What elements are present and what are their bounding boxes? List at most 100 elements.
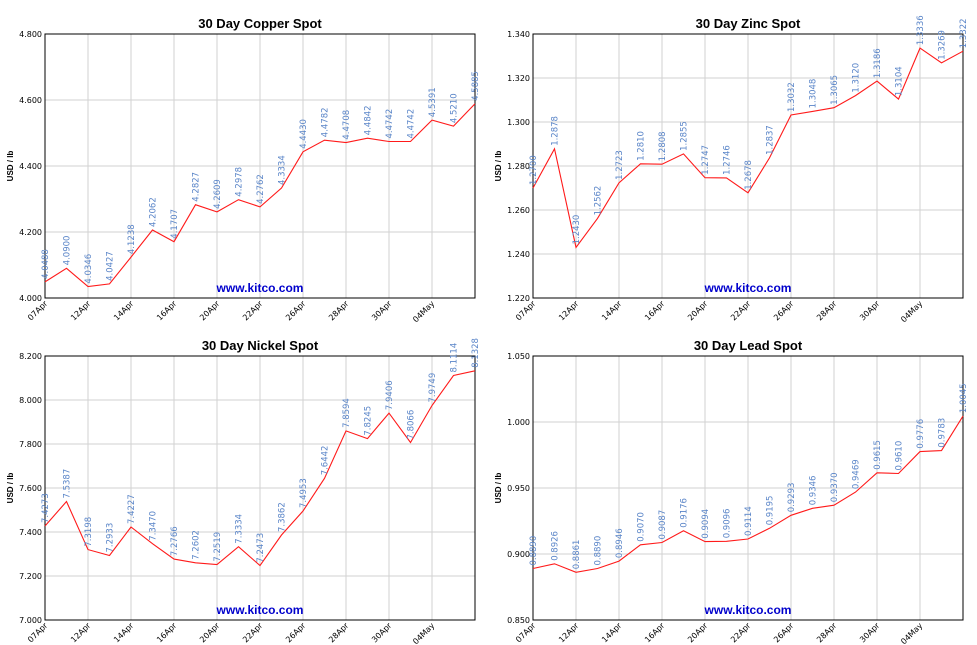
kitco-watermark: www.kitco.com — [704, 281, 792, 295]
lead-chart-panel: 30 Day Lead Spot USD / lb 0.850 0.900 0.950 1… — [488, 322, 976, 644]
x-tick-label: 26Apr — [284, 299, 308, 322]
data-label: 7.6442 — [321, 446, 331, 476]
x-tick-label: 22Apr — [241, 621, 265, 644]
data-label: 4.2762 — [256, 174, 266, 204]
y-tick-label: 7.600 — [19, 484, 42, 493]
x-tick-label: 28Apr — [327, 299, 351, 322]
data-label: 0.9195 — [766, 496, 776, 526]
x-tick-label: 20Apr — [198, 299, 222, 322]
data-label: 7.2473 — [256, 533, 266, 563]
y-tick-label: 0.900 — [507, 550, 530, 559]
data-label: 1.2678 — [744, 160, 754, 190]
x-tick-label: 20Apr — [198, 621, 222, 644]
y-tick-label: 7.000 — [19, 616, 42, 625]
data-label: 1.2746 — [723, 145, 733, 175]
y-tick-label: 1.050 — [507, 352, 530, 361]
y-tick-label: 0.950 — [507, 484, 530, 493]
x-tick-label: 22Apr — [729, 299, 753, 322]
data-label: 1.3048 — [809, 79, 819, 109]
copper-chart: 30 Day Copper Spot USD / lb 4.000 4.200 4.40… — [6, 16, 481, 322]
data-label: 4.5391 — [428, 87, 438, 117]
data-label: 4.0900 — [63, 236, 73, 266]
data-label: 7.2519 — [213, 532, 223, 562]
data-label: 1.2810 — [637, 131, 647, 161]
data-label: 0.9346 — [809, 476, 819, 506]
data-label: 8.1114 — [450, 343, 460, 373]
x-tick-label: 14Apr — [600, 621, 624, 644]
x-tick-label: 04May — [411, 299, 436, 322]
data-label: 4.4782 — [321, 107, 331, 137]
data-label: 4.1238 — [127, 224, 137, 254]
y-tick-label: 4.200 — [19, 228, 42, 237]
y-tick-label: 1.280 — [507, 162, 530, 171]
x-tick-label: 30Apr — [858, 621, 882, 644]
data-label: 7.3470 — [149, 511, 159, 541]
x-tick-label: 26Apr — [284, 621, 308, 644]
y-tick-label: 1.340 — [507, 30, 530, 39]
data-label: 7.3334 — [235, 514, 245, 544]
x-tick-label: 04May — [899, 299, 924, 322]
x-tick-label: 28Apr — [815, 621, 839, 644]
price-series-line — [532, 47, 964, 249]
x-tick-label: 16Apr — [643, 299, 667, 322]
data-label: 4.4708 — [342, 110, 352, 140]
data-label: 7.9749 — [428, 373, 438, 403]
data-label: 0.8890 — [594, 536, 604, 566]
y-tick-label: 0.850 — [507, 616, 530, 625]
data-label: 1.3322 — [959, 18, 969, 48]
data-label: 4.4742 — [407, 109, 417, 139]
x-tick-label: 12Apr — [69, 621, 93, 644]
data-label: 4.4430 — [299, 119, 309, 149]
y-tick-label: 1.220 — [507, 294, 530, 303]
data-label: 4.0346 — [84, 254, 94, 284]
y-tick-label: 7.400 — [19, 528, 42, 537]
data-label: 1.2747 — [701, 145, 711, 175]
y-tick-label: 1.000 — [507, 418, 530, 427]
data-label: 1.0045 — [959, 383, 969, 413]
data-label: 7.2602 — [192, 530, 202, 560]
data-label: 0.9070 — [637, 512, 647, 542]
data-label: 0.9615 — [873, 440, 883, 470]
data-label: 7.8245 — [364, 406, 374, 436]
y-axis-label: USD / lb — [494, 473, 503, 504]
x-tick-label: 04May — [899, 621, 924, 644]
data-label: 7.3862 — [278, 502, 288, 532]
data-label: 0.9370 — [830, 472, 840, 502]
data-label: 1.2855 — [680, 121, 690, 151]
x-tick-label: 20Apr — [686, 621, 710, 644]
plot-frame — [44, 355, 476, 621]
data-label: 0.8861 — [572, 540, 582, 570]
data-label: 7.9406 — [385, 380, 395, 410]
data-label: 7.3198 — [84, 517, 94, 547]
data-label: 0.9776 — [916, 419, 926, 449]
data-label: 4.0488 — [41, 249, 51, 279]
y-tick-label: 1.320 — [507, 74, 530, 83]
data-label: 0.8926 — [551, 531, 561, 561]
x-tick-label: 14Apr — [112, 621, 136, 644]
price-series-line — [44, 370, 476, 567]
data-label: 7.4953 — [299, 478, 309, 508]
x-tick-label: 04May — [411, 621, 436, 644]
data-label: 7.4227 — [127, 494, 137, 524]
data-label: 1.2562 — [594, 186, 604, 216]
y-tick-label: 1.260 — [507, 206, 530, 215]
data-label: 4.1707 — [170, 209, 180, 239]
data-label: 1.2837 — [766, 125, 776, 155]
data-label: 4.2062 — [149, 197, 159, 227]
price-series-line — [532, 415, 964, 573]
x-tick-label: 22Apr — [241, 299, 265, 322]
data-label: 4.4842 — [364, 105, 374, 135]
x-tick-label: 30Apr — [858, 299, 882, 322]
zinc-chart: 30 Day Zinc Spot USD / lb 1.220 1.240 1.260 1… — [494, 15, 969, 322]
data-label: 0.8946 — [615, 528, 625, 558]
data-label: 4.3334 — [278, 155, 288, 185]
data-label: 1.2723 — [615, 150, 625, 180]
data-label: 4.0427 — [106, 251, 116, 281]
plot-frame — [532, 33, 964, 299]
data-label: 0.9094 — [701, 509, 711, 539]
data-label: 1.3120 — [852, 63, 862, 93]
data-label: 8.1328 — [471, 338, 481, 368]
x-tick-label: 14Apr — [112, 299, 136, 322]
data-label: 1.2700 — [529, 155, 539, 185]
nickel-chart-panel: 30 Day Nickel Spot USD / lb 7.000 7.200 7.40… — [0, 322, 488, 644]
